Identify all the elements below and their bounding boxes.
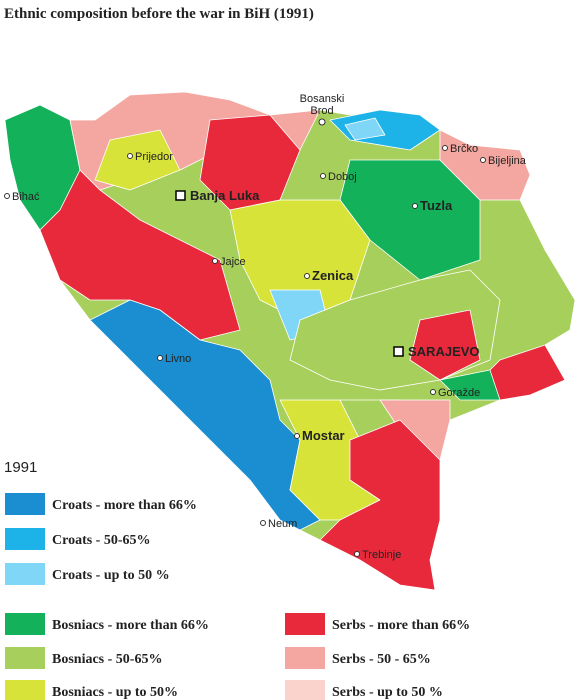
city-label: Bosanski — [300, 93, 345, 105]
city-dot — [480, 157, 486, 163]
city-label: Trebinje — [362, 549, 401, 561]
city-dot — [4, 193, 10, 199]
map — [4, 91, 576, 591]
city-label: Brod — [310, 105, 333, 117]
city-label: Doboj — [328, 171, 357, 183]
map-title: Ethnic composition before the war in BiH… — [4, 6, 314, 22]
city-label: Jajce — [220, 256, 246, 268]
city-dot — [393, 346, 404, 357]
legend-year: 1991 — [4, 459, 37, 476]
legend-label: Bosniacs - up to 50% — [52, 685, 178, 700]
legend-label: Croats - more than 66% — [52, 498, 197, 513]
city-dot — [430, 389, 436, 395]
city-dot — [260, 520, 266, 526]
legend-swatch — [285, 647, 325, 669]
city-label: Prijedor — [135, 151, 173, 163]
city-dot — [127, 153, 133, 159]
legend-swatch — [285, 613, 325, 635]
legend-swatch — [5, 563, 45, 585]
city-label: Zenica — [312, 268, 354, 283]
city-label: Banja Luka — [190, 188, 260, 203]
legend-swatch — [5, 613, 45, 635]
legend-label: Croats - 50-65% — [52, 533, 151, 548]
city-label: Tuzla — [420, 198, 453, 213]
city-label: Livno — [165, 353, 191, 365]
city-dot — [157, 355, 163, 361]
legend-label: Serbs - more than 66% — [332, 618, 470, 633]
city-dot — [212, 258, 218, 264]
city-label: Goražde — [438, 387, 480, 399]
city-label: Neum — [268, 518, 297, 530]
legend-swatch — [5, 647, 45, 669]
city-dot — [354, 551, 360, 557]
legend-label: Bosniacs - 50-65% — [52, 652, 162, 667]
legend-swatch — [5, 680, 45, 700]
legend-label: Bosniacs - more than 66% — [52, 618, 209, 633]
city-dot — [320, 173, 326, 179]
legend-label: Croats - up to 50 % — [52, 568, 170, 583]
city-dot — [175, 190, 186, 201]
city-dot — [294, 433, 300, 439]
legend-swatch — [5, 528, 45, 550]
city-label: Brčko — [450, 143, 478, 155]
city-dot — [442, 145, 448, 151]
legend-swatch — [285, 680, 325, 700]
city-dot — [412, 203, 418, 209]
city-label: Bijeljina — [488, 155, 527, 167]
city-dot — [304, 273, 310, 279]
city-label: SARAJEVO — [408, 344, 480, 359]
legend-label: Serbs - up to 50 % — [332, 685, 443, 700]
legend-swatch — [5, 493, 45, 515]
city-dot — [318, 118, 326, 126]
legend-label: Serbs - 50 - 65% — [332, 652, 431, 667]
legend: Croats - more than 66% Croats - 50-65% Cro… — [5, 493, 470, 700]
city-label: Mostar — [302, 428, 345, 443]
city-label: Bihać — [12, 191, 40, 203]
